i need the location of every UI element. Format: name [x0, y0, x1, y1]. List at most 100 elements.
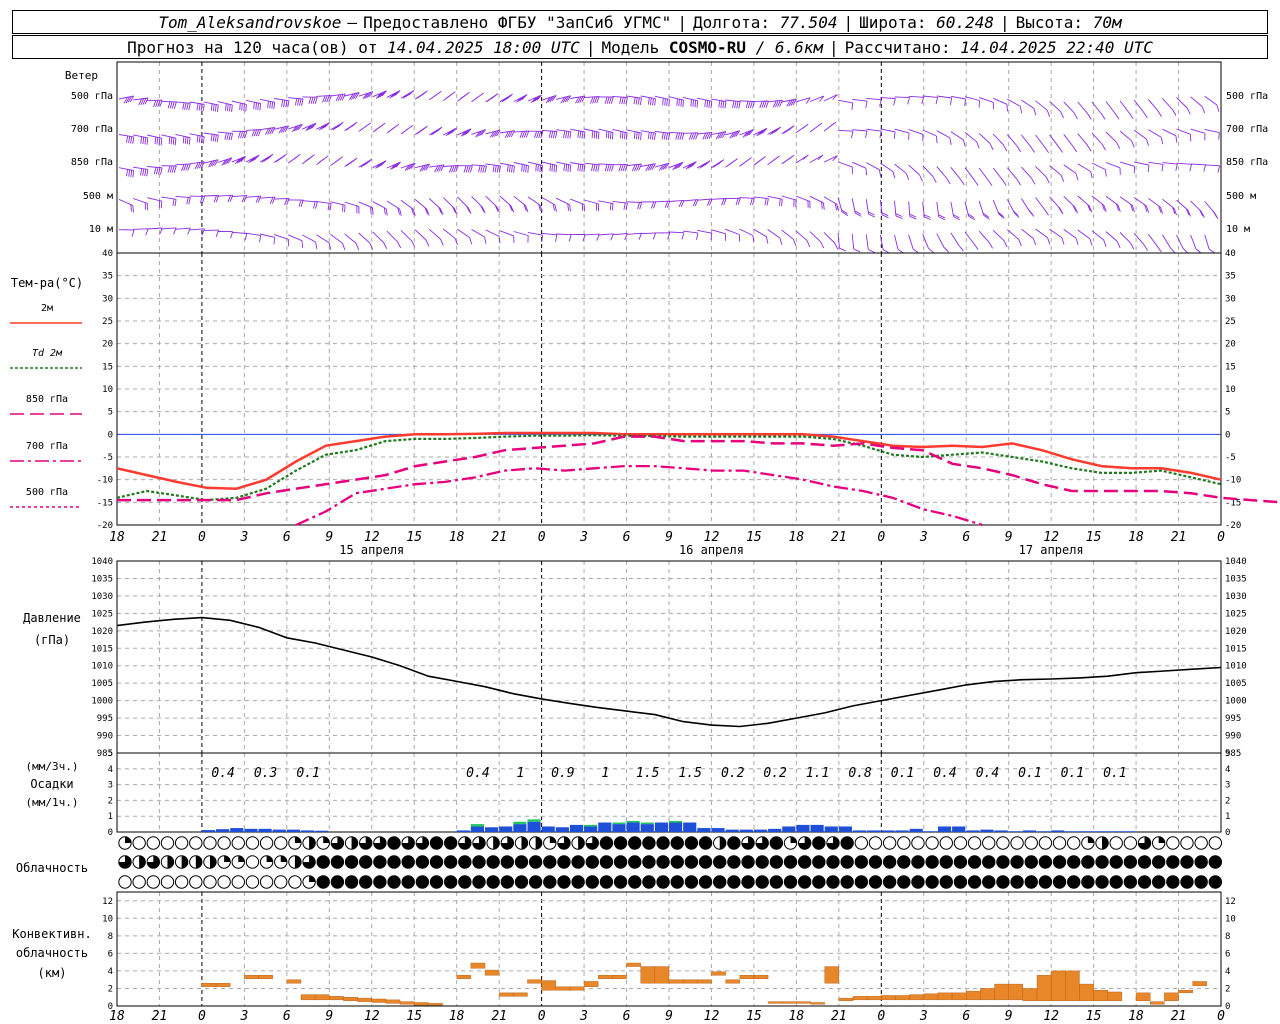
altitude-value: 70м: [1092, 12, 1122, 32]
cloud-fill: [402, 836, 415, 850]
wind-barb: [697, 131, 713, 140]
cloud-symbol: [1052, 836, 1067, 850]
wind-barb: [682, 132, 699, 140]
y-tick-label-right: 1030: [1225, 592, 1247, 602]
wind-level-label-left: 850 гПа: [71, 157, 113, 168]
cloud-fill: [543, 855, 556, 869]
cloud-symbol: [132, 836, 146, 850]
y-tick-label-left: 5: [108, 408, 113, 418]
cloud-fill: [1102, 836, 1109, 850]
wind-barb: [485, 229, 501, 244]
wind-barb: [541, 197, 557, 212]
wind-barb: [471, 196, 486, 214]
temp-legend-label: 500 гПа: [26, 487, 68, 498]
wind-barb: [725, 197, 741, 206]
x-tick-label: 0: [1217, 1009, 1225, 1024]
wind-barb: [753, 228, 769, 244]
wind-barb: [1035, 197, 1049, 216]
cloud-fill: [521, 836, 528, 850]
precip-amount-label: 1: [516, 766, 524, 781]
y-tick-label-left: 25: [102, 317, 113, 327]
x-tick-label: 0: [877, 1009, 885, 1024]
precip-bar-snow: [640, 822, 654, 825]
y-tick-label-right: -20: [1225, 521, 1241, 531]
convective-bar: [612, 975, 627, 980]
wind-barb: [1133, 99, 1148, 119]
cloud-fill: [139, 855, 146, 869]
x-tick-label: 0: [1217, 530, 1225, 545]
y-tick-label-right: 40: [1225, 249, 1236, 259]
cloud-fill: [1158, 836, 1165, 843]
cloud-fill: [840, 875, 854, 889]
cloud-fill: [1081, 855, 1095, 869]
wind-barb: [1204, 164, 1221, 173]
altitude-label: Высота:: [1015, 12, 1084, 32]
wind-barb: [513, 195, 529, 213]
wind-barb: [259, 127, 276, 135]
convective-bar: [654, 966, 670, 984]
y-tick-label-left: 6: [108, 949, 113, 959]
wind-barb: [992, 133, 1008, 152]
wind-barb: [428, 228, 444, 246]
y-tick-label-right: 1010: [1225, 662, 1247, 672]
cloud-fill: [444, 875, 457, 889]
wind-barb: [175, 227, 191, 235]
wind-barb: [527, 231, 544, 243]
wind-barb: [161, 100, 177, 109]
wind-barb: [837, 197, 849, 217]
wind-barb: [739, 100, 755, 109]
y-tick-label-right: 2: [1225, 984, 1230, 994]
precip-bar-rain: [739, 829, 753, 832]
wind-barb: [316, 94, 332, 103]
precip-bar-rain: [711, 828, 725, 832]
cloud-fill: [586, 855, 599, 869]
wind-barb: [682, 199, 699, 207]
cloud-fill: [557, 836, 571, 850]
temp-legend-label: 2м: [41, 303, 53, 314]
y-tick-label-right: 1040: [1225, 557, 1247, 567]
wind-barb: [457, 128, 472, 137]
wind-barb: [1035, 228, 1051, 245]
cloud-symbol: [203, 836, 217, 850]
cloud-symbol: [231, 875, 245, 889]
wind-barb: [1063, 101, 1078, 120]
cloud-fill: [373, 875, 387, 889]
cloud-fill: [855, 855, 868, 869]
x-tick-label: 21: [491, 1009, 507, 1024]
convective-bar: [569, 986, 585, 991]
wind-barb: [288, 123, 303, 133]
wind-level-label-right: 850 гПа: [1226, 157, 1268, 168]
wind-barb: [950, 201, 961, 221]
y-tick-label-right: 15: [1225, 362, 1236, 372]
wind-barb: [1021, 99, 1037, 116]
wind-barb: [1162, 98, 1177, 116]
cloud-symbol: [1180, 836, 1194, 850]
x-tick-label: 21: [831, 1009, 847, 1024]
wind-barb: [513, 162, 529, 173]
wind-barb: [936, 95, 953, 105]
convective-bar: [527, 979, 542, 984]
x-tick-label: 12: [364, 530, 380, 545]
cloud-fill: [770, 836, 783, 850]
wind-barb: [414, 199, 430, 216]
wind-barb: [950, 95, 967, 106]
wind-barb: [203, 132, 219, 143]
cloud-fill: [586, 875, 599, 889]
wind-barb: [231, 100, 247, 112]
wind-barb: [386, 230, 402, 249]
wind-barb: [837, 233, 846, 252]
date-label: 17 апреля: [1019, 543, 1084, 557]
forecast-start: 14.04.2025 18:00 UTC: [387, 37, 580, 57]
precip-3h-unit: (мм/3ч.): [26, 760, 79, 773]
cloud-fill: [430, 855, 443, 869]
wind-barb: [386, 123, 400, 134]
cloud-fill: [309, 836, 316, 850]
wind-barb: [739, 129, 754, 138]
latitude-value: 60.248: [936, 12, 994, 32]
cloud-symbol: [925, 836, 939, 850]
wind-barb: [668, 199, 685, 208]
wind-barb: [259, 98, 276, 110]
cloud-fill: [147, 855, 160, 869]
wind-barb: [809, 122, 823, 133]
